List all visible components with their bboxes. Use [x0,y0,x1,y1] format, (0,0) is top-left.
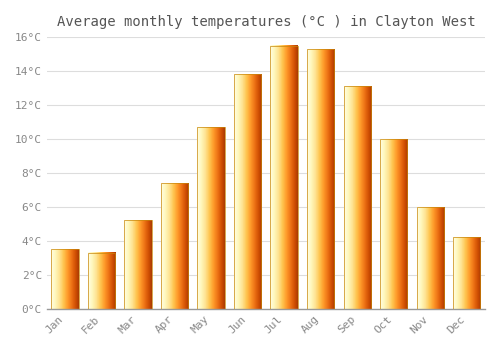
Bar [198,127,225,309]
Title: Average monthly temperatures (°C ) in Clayton West: Average monthly temperatures (°C ) in Cl… [56,15,476,29]
Bar [307,49,334,309]
Bar [161,183,188,309]
Bar [124,220,152,309]
Bar [234,75,262,309]
Bar [344,86,371,309]
Bar [380,139,407,309]
Bar [270,46,298,309]
Bar [88,253,116,309]
Bar [453,237,480,309]
Bar [416,207,444,309]
Bar [52,249,79,309]
